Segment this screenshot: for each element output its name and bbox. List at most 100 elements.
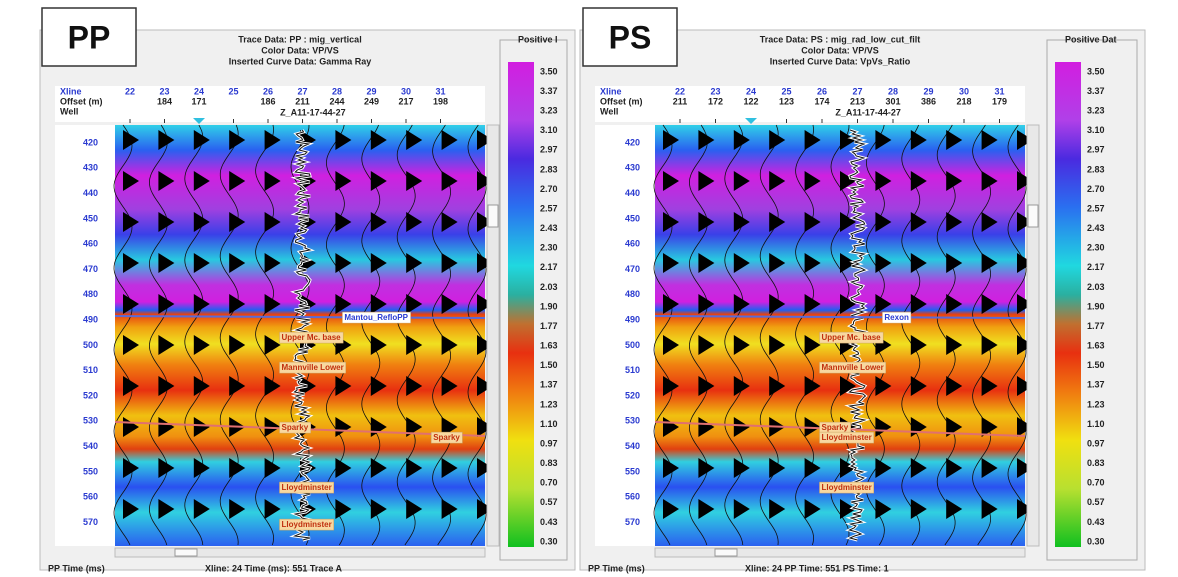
row-label: Xline xyxy=(60,86,82,96)
horizon-label: Mannville Lower xyxy=(822,363,884,372)
colorbar-tick-label: 0.43 xyxy=(1087,517,1105,527)
colorbar-tick-label: 2.43 xyxy=(540,223,558,233)
colorbar-tick-label: 1.10 xyxy=(1087,419,1105,429)
row-label: Well xyxy=(600,106,618,116)
xline-label: 22 xyxy=(125,86,135,96)
offset-label: 211 xyxy=(295,96,310,106)
v-scrollbar[interactable] xyxy=(1027,125,1039,546)
offset-label: 249 xyxy=(364,96,379,106)
h-scrollbar[interactable] xyxy=(115,548,485,557)
status-readout: Xline: 24 Time (ms): 551 Trace A xyxy=(205,563,343,573)
header-line: Inserted Curve Data: VpVs_Ratio xyxy=(770,56,911,66)
xline-label: 28 xyxy=(888,86,898,96)
colorbar-tick-label: 2.70 xyxy=(540,184,558,194)
row-label: Offset (m) xyxy=(60,96,103,106)
offset-label: 174 xyxy=(814,96,829,106)
colorbar-tick-label: 2.83 xyxy=(1087,164,1105,174)
panel-tag: PS xyxy=(609,19,652,55)
header-line: Trace Data: PS : mig_rad_low_cut_filt xyxy=(760,34,921,44)
colorbar-tick-label: 1.37 xyxy=(1087,380,1105,390)
xline-label: 29 xyxy=(366,86,376,96)
xline-label: 25 xyxy=(228,86,238,96)
time-label: 570 xyxy=(83,517,98,527)
time-label: 560 xyxy=(625,492,640,502)
time-label: 450 xyxy=(625,213,640,223)
horizon-label: Sparky xyxy=(433,433,460,442)
colorbar-tick-label: 1.50 xyxy=(1087,360,1105,370)
horizon-label: Sparky xyxy=(822,423,849,432)
offset-label: 301 xyxy=(885,96,900,106)
v-scroll-thumb[interactable] xyxy=(1028,205,1038,227)
colorbar-tick-label: 0.70 xyxy=(540,478,558,488)
xline-label: 22 xyxy=(675,86,685,96)
colorbar-tick-label: 0.70 xyxy=(1087,478,1105,488)
colorbar-tick-label: 3.50 xyxy=(1087,66,1105,76)
horizon-label: Rexon xyxy=(884,313,909,322)
colorbar-tick-label: 1.77 xyxy=(1087,321,1105,331)
xline-label: 31 xyxy=(994,86,1004,96)
offset-label: 123 xyxy=(779,96,794,106)
colorbar-tick-label: 1.37 xyxy=(540,380,558,390)
h-scroll-thumb[interactable] xyxy=(175,549,197,556)
header-line: Color Data: VP/VS xyxy=(801,45,879,55)
time-label: 510 xyxy=(625,365,640,375)
colorbar-tick-label: 2.43 xyxy=(1087,223,1105,233)
xline-label: 26 xyxy=(263,86,273,96)
horizon-label: Lloydminster xyxy=(282,483,332,492)
xline-label: 24 xyxy=(194,86,204,96)
time-label: 420 xyxy=(83,137,98,147)
colorbar-tick-label: 0.57 xyxy=(540,497,558,507)
colorbar-tick-label: 1.63 xyxy=(1087,341,1105,351)
time-label: 480 xyxy=(83,289,98,299)
colorbar-tick-label: 2.97 xyxy=(1087,145,1105,155)
offset-label: 386 xyxy=(921,96,936,106)
colorbar-tick-label: 2.57 xyxy=(1087,203,1105,213)
time-label: 550 xyxy=(625,466,640,476)
xline-label: 31 xyxy=(435,86,445,96)
colorbar-tick-label: 1.50 xyxy=(540,360,558,370)
colorbar-tick-label: 1.77 xyxy=(540,321,558,331)
colorbar-tick-label: 2.03 xyxy=(540,282,558,292)
header-line: Inserted Curve Data: Gamma Ray xyxy=(229,56,372,66)
xline-label: 25 xyxy=(781,86,791,96)
header-line: Trace Data: PP : mig_vertical xyxy=(238,34,361,44)
colorbar-tick-label: 1.90 xyxy=(540,301,558,311)
row-label: Xline xyxy=(600,86,622,96)
v-scrollbar[interactable] xyxy=(487,125,499,546)
colorbar-tick-label: 0.43 xyxy=(540,517,558,527)
offset-label: 186 xyxy=(260,96,275,106)
xline-label: 23 xyxy=(159,86,169,96)
time-label: 440 xyxy=(83,188,98,198)
h-scrollbar[interactable] xyxy=(655,548,1025,557)
horizon-label: Mantou_RefloPP xyxy=(344,313,408,322)
offset-label: 198 xyxy=(433,96,448,106)
xline-label: 23 xyxy=(710,86,720,96)
xline-label: 29 xyxy=(923,86,933,96)
time-label: 490 xyxy=(625,314,640,324)
colorbar-tick-label: 1.23 xyxy=(540,399,558,409)
status-readout: Xline: 24 PP Time: 551 PS Time: 1 xyxy=(745,563,889,573)
colorbar-tick-label: 0.30 xyxy=(1087,536,1105,546)
offset-label: 184 xyxy=(157,96,172,106)
row-label: Offset (m) xyxy=(600,96,643,106)
colorbar-tick-label: 2.30 xyxy=(540,243,558,253)
colorbar-tick-label: 0.57 xyxy=(1087,497,1105,507)
offset-label: 244 xyxy=(329,96,344,106)
colorbar xyxy=(1055,62,1081,547)
xline-label: 24 xyxy=(746,86,756,96)
colorbar-tick-label: 3.23 xyxy=(1087,106,1105,116)
v-scroll-thumb[interactable] xyxy=(488,205,498,227)
colorbar-tick-label: 3.23 xyxy=(540,106,558,116)
colorbar-tick-label: 2.17 xyxy=(1087,262,1105,272)
horizon-label: Sparky xyxy=(282,423,309,432)
time-label: 520 xyxy=(83,390,98,400)
colorbar-tick-label: 3.10 xyxy=(1087,125,1105,135)
horizon-label: Lloydminster xyxy=(822,433,872,442)
colorbar-tick-label: 2.83 xyxy=(540,164,558,174)
colorbar-tick-label: 3.37 xyxy=(1087,86,1105,96)
screenshot: PPTrace Data: PP : mig_verticalColor Dat… xyxy=(0,0,1178,577)
time-label: 510 xyxy=(83,365,98,375)
time-label: 500 xyxy=(625,340,640,350)
h-scroll-thumb[interactable] xyxy=(715,549,737,556)
offset-label: 217 xyxy=(398,96,413,106)
